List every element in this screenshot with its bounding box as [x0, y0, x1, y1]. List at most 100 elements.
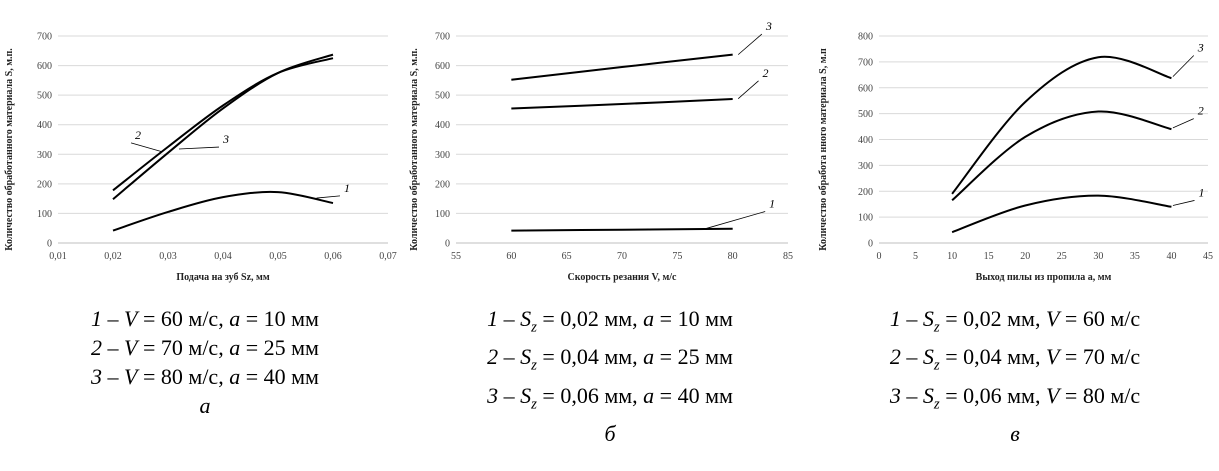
legend-symbol: V: [124, 335, 138, 360]
chart-panel-3: 0 100 200 300 400 500 600 700 800 0 5 10 15 20 25 30 35 4…: [818, 32, 1213, 284]
y-tick-label: 0: [445, 239, 450, 250]
legend-number: 2: [91, 335, 103, 360]
y-tick-label: 600: [858, 83, 873, 94]
series-line-3: [112, 53, 334, 200]
legend-symbol: V: [1045, 306, 1060, 331]
legend-line: 1 – V = 60 м/с, a = 10 мм: [91, 306, 319, 331]
x-axis-title: Подача на зуб Sz, мм: [176, 272, 270, 283]
y-tick-label: 600: [37, 61, 52, 72]
legend-line: 2 – V = 70 м/с, a = 25 мм: [91, 335, 319, 360]
legend-value: 0,06 мм: [963, 382, 1035, 408]
callout-leader: [1172, 55, 1195, 77]
x-tick-label: 55: [451, 251, 461, 262]
legend-symbol: Sz: [922, 344, 940, 374]
x-tick-label: 0: [877, 251, 882, 262]
panel-letter-c: в: [1010, 421, 1020, 447]
legend-value: 0,04 мм: [963, 344, 1035, 370]
legend-value: 80 м/с: [160, 364, 219, 389]
legend-value: 25 мм: [677, 344, 733, 370]
series-label-2: 2: [135, 128, 141, 142]
x-tick-label: 15: [984, 251, 994, 262]
charts-area: 0 100 200 300 400 500 600 700 0,01 0,02 0,03 0,04 0,…: [4, 19, 1213, 284]
legend-number: 2: [889, 344, 901, 370]
series-line-1: [511, 227, 733, 232]
series-label-2: 2: [763, 66, 769, 80]
y-axis-title: Количество обработа нного материала S, м…: [818, 48, 829, 251]
x-tick-label: 35: [1130, 251, 1140, 262]
legend-value: 25 мм: [263, 335, 319, 360]
legend-line: 3 – Sz = 0,06 мм, a = 40 мм: [487, 382, 733, 413]
x-tick-label: 20: [1020, 251, 1030, 262]
legend-symbol: V: [124, 364, 138, 389]
x-tick-label: 5: [913, 251, 918, 262]
x-tick-label: 85: [783, 251, 793, 262]
legend-number: 1: [91, 306, 103, 331]
series-line-1: [951, 194, 1172, 234]
callout-leader: [704, 211, 766, 230]
series-line-3: [511, 53, 733, 81]
legend-value: 60 м/с: [160, 306, 219, 331]
y-tick-label: 700: [37, 32, 52, 43]
x-tick-label: 75: [672, 251, 682, 262]
x-tick-label: 10: [947, 251, 957, 262]
y-tick-label: 100: [37, 209, 52, 220]
legend-value: 0,06 мм: [560, 382, 633, 408]
legend-value: 40 мм: [677, 382, 733, 408]
x-tick-label: 65: [562, 251, 572, 262]
y-tick-label: 600: [435, 61, 450, 72]
x-tick-label: 0,07: [379, 251, 397, 262]
x-tick-label: 40: [1166, 251, 1176, 262]
y-tick-label: 100: [858, 213, 873, 224]
legend-number: 1: [889, 306, 901, 331]
legend-line: 3 – V = 80 м/с, a = 40 мм: [91, 364, 319, 389]
legend-line: 2 – Sz = 0,04 мм, a = 25 мм: [487, 344, 733, 374]
legend-symbol: a: [643, 344, 655, 370]
series-label-1: 1: [1198, 185, 1204, 199]
x-axis-title: Выход пилы из пропила a, мм: [976, 272, 1112, 283]
y-tick-label: 200: [858, 187, 873, 198]
y-tick-label: 0: [868, 239, 873, 250]
legend-value: 0,02 мм: [963, 306, 1035, 331]
series-label-3: 3: [222, 132, 229, 146]
series-label-2: 2: [1198, 104, 1204, 118]
y-axis-title: Количество обработанного материала S, м.…: [409, 48, 420, 251]
legend-value: 80 м/с: [1082, 382, 1141, 408]
series-line-2: [511, 97, 733, 110]
x-tick-label: 0,01: [49, 251, 67, 262]
series-label-3: 3: [1197, 41, 1204, 55]
chart-panel-2: 0 100 200 300 400 500 600 700 55 60 65 70 75 80 85 Скор…: [409, 19, 793, 283]
y-tick-label: 700: [858, 57, 873, 68]
panel-letter-b: б: [604, 421, 616, 447]
y-tick-label: 500: [435, 91, 450, 102]
legend-symbol: a: [229, 364, 241, 389]
x-tick-label: 0,05: [269, 251, 287, 262]
legend-value: 70 м/с: [1082, 344, 1141, 370]
legend-symbol: a: [229, 335, 241, 360]
series-line-1: [112, 190, 334, 232]
panel-letter-a: а: [199, 393, 211, 418]
legend-line: 1 – Sz = 0,02 мм, V = 60 м/с: [889, 306, 1141, 336]
legend-value: 10 мм: [263, 306, 319, 331]
legend-line: 2 – Sz = 0,04 мм, V = 70 м/с: [889, 344, 1141, 374]
x-tick-label: 60: [506, 251, 516, 262]
x-tick-label: 0,04: [214, 251, 232, 262]
series-line-3: [951, 55, 1172, 195]
legend-number: 1: [487, 306, 499, 331]
x-tick-label: 70: [617, 251, 627, 262]
y-tick-label: 500: [37, 91, 52, 102]
legend-value: 70 м/с: [160, 335, 219, 360]
x-tick-label: 0,03: [159, 251, 177, 262]
y-tick-label: 300: [37, 150, 52, 161]
series-label-1: 1: [344, 181, 350, 195]
legend-block-b: 1 – Sz = 0,02 мм, a = 10 мм 2 – Sz = 0,0…: [410, 304, 810, 448]
y-tick-label: 400: [858, 135, 873, 146]
y-tick-label: 800: [858, 32, 873, 43]
legend-block-c: 1 – Sz = 0,02 мм, V = 60 м/с 2 – Sz = 0,…: [815, 304, 1215, 448]
legend-symbol: Sz: [520, 382, 537, 413]
legend-value: 0,02 мм: [560, 306, 633, 331]
y-tick-label: 200: [37, 179, 52, 190]
x-tick-label: 0,02: [104, 251, 122, 262]
y-tick-label: 500: [858, 109, 873, 120]
y-tick-label: 100: [435, 209, 450, 220]
y-tick-label: 300: [858, 161, 873, 172]
